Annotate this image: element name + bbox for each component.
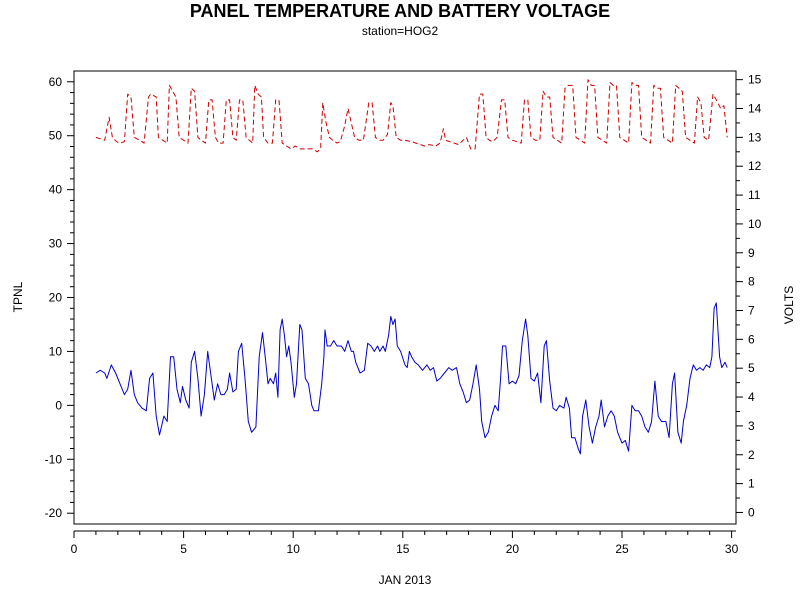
series-group	[95, 79, 728, 455]
y-right-tick-label: 1	[748, 477, 755, 491]
chart-subtitle: station=HOG2	[362, 24, 439, 38]
x-tick-label: 20	[506, 542, 520, 556]
x-tick-label: 15	[396, 542, 410, 556]
x-tick-label: 0	[71, 542, 78, 556]
chart-title: PANEL TEMPERATURE AND BATTERY VOLTAGE	[190, 1, 610, 21]
y-right-tick-label: 8	[748, 275, 755, 289]
x-tick-label: 5	[180, 542, 187, 556]
y-right-tick-label: 9	[748, 246, 755, 260]
y-right-tick-label: 6	[748, 332, 755, 346]
y-right-tick-label: 2	[748, 448, 755, 462]
y-left-tick-label: 50	[49, 129, 63, 143]
y-right-tick-label: 5	[748, 361, 755, 375]
y-right-tick-label: 3	[748, 419, 755, 433]
x-tick-label: 30	[725, 542, 739, 556]
y-left-tick-label: 40	[49, 183, 63, 197]
y-axis-right-label: VOLTS	[782, 286, 796, 324]
y-axis-left: -20 -10 0 10 20 30 40 50 60	[45, 75, 74, 520]
y-left-tick-label: -20	[45, 506, 63, 520]
y-left-tick-label: 30	[49, 237, 63, 251]
y-left-tick-label: -10	[45, 452, 63, 466]
y-right-tick-label: 4	[748, 390, 755, 404]
y-axis-left-label: TPNL	[11, 281, 25, 312]
y-left-tick-label: 60	[49, 75, 63, 89]
y-left-tick-label: 20	[49, 291, 63, 305]
y-left-tick-label: 0	[55, 398, 62, 412]
y-left-tick-label: 10	[49, 344, 63, 358]
y-right-tick-label: 15	[748, 73, 762, 87]
y-right-tick-label: 10	[748, 217, 762, 231]
volts-series-line	[95, 79, 728, 153]
x-axis-label: JAN 2013	[379, 573, 432, 587]
y-right-tick-label: 11	[748, 188, 761, 202]
x-tick-label: 10	[287, 542, 301, 556]
y-right-tick-label: 7	[748, 303, 755, 317]
y-right-tick-label: 0	[748, 505, 755, 519]
plot-frame	[73, 70, 737, 525]
x-tick-label: 25	[615, 542, 629, 556]
y-right-tick-label: 14	[748, 102, 762, 116]
tpnl-series-line	[95, 302, 728, 455]
y-right-tick-label: 13	[748, 130, 762, 144]
y-right-tick-label: 12	[748, 159, 762, 173]
x-axis: 0 5 10 15 20 25 30	[71, 530, 739, 556]
